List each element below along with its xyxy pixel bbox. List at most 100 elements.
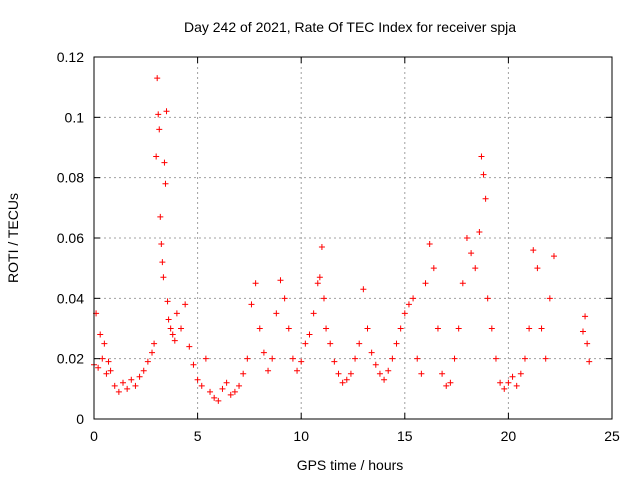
data-point (586, 358, 593, 365)
data-point (505, 379, 512, 386)
data-point (186, 343, 193, 350)
data-point (153, 153, 160, 160)
data-point (443, 382, 450, 389)
y-tick-label: 0.06 (57, 230, 84, 246)
data-point (488, 325, 495, 332)
gridlines (94, 57, 612, 419)
data-point (389, 355, 396, 362)
data-point (219, 385, 226, 392)
data-point (248, 301, 255, 308)
data-point (482, 195, 489, 202)
data-point (509, 373, 516, 380)
data-point (277, 277, 284, 284)
data-point (343, 376, 350, 383)
data-point (323, 325, 330, 332)
data-point (501, 385, 508, 392)
data-point (360, 286, 367, 293)
data-point (103, 370, 110, 377)
y-tick-label: 0.04 (57, 290, 84, 306)
data-point (244, 355, 251, 362)
data-point (497, 379, 504, 386)
data-point (439, 370, 446, 377)
data-point (151, 340, 158, 347)
data-point (128, 376, 135, 383)
data-point (158, 241, 165, 248)
data-point (418, 370, 425, 377)
y-axis-label: ROTI / TECUs (5, 193, 21, 283)
data-point (327, 340, 334, 347)
data-point (459, 280, 466, 287)
data-point (95, 364, 102, 371)
data-point (335, 370, 342, 377)
data-point (318, 244, 325, 251)
data-point (476, 228, 483, 235)
data-point (111, 382, 118, 389)
data-point (236, 382, 243, 389)
data-point (163, 108, 170, 115)
data-point (385, 367, 392, 374)
data-point (207, 388, 214, 395)
data-point (223, 379, 230, 386)
data-point (171, 337, 178, 344)
data-point (289, 355, 296, 362)
data-point (347, 370, 354, 377)
data-point (167, 325, 174, 332)
data-point (550, 253, 557, 260)
data-point (149, 349, 156, 356)
data-point (265, 367, 272, 374)
data-point (294, 367, 301, 374)
data-point (202, 355, 209, 362)
data-point (480, 171, 487, 178)
data-point (169, 331, 176, 338)
data-point (281, 295, 288, 302)
y-tick-label: 0 (76, 411, 84, 427)
data-point (526, 325, 533, 332)
data-point (414, 355, 421, 362)
x-tick-label: 15 (397, 428, 413, 444)
data-point (159, 259, 166, 266)
data-point (115, 388, 122, 395)
data-point (468, 250, 475, 257)
data-point (227, 391, 234, 398)
data-point (430, 265, 437, 272)
y-tick-label: 0.02 (57, 351, 84, 367)
data-point (393, 340, 400, 347)
data-point (434, 325, 441, 332)
data-point (582, 313, 589, 320)
chart-title: Day 242 of 2021, Rate Of TEC Index for r… (184, 19, 516, 35)
data-point (132, 382, 139, 389)
data-point (120, 379, 127, 386)
y-tick-label: 0.08 (57, 170, 84, 186)
data-point (530, 247, 537, 254)
data-point (190, 361, 197, 368)
data-point (364, 325, 371, 332)
data-point (165, 316, 172, 323)
data-point (372, 361, 379, 368)
data-point (155, 111, 162, 118)
data-point (410, 295, 417, 302)
data-point (484, 295, 491, 302)
data-point (194, 376, 201, 383)
data-point (124, 385, 131, 392)
data-point (538, 325, 545, 332)
data-point (426, 241, 433, 248)
data-point (211, 394, 218, 401)
x-tick-label: 20 (501, 428, 517, 444)
data-point (240, 370, 247, 377)
data-point (542, 355, 549, 362)
x-tick-label: 0 (90, 428, 98, 444)
data-point (105, 358, 112, 365)
data-point (451, 355, 458, 362)
data-point (252, 280, 259, 287)
data-points (91, 75, 593, 404)
data-point (198, 382, 205, 389)
data-point (160, 274, 167, 281)
y-tick-label: 0.1 (65, 109, 85, 125)
data-point (401, 310, 408, 317)
data-point (472, 265, 479, 272)
data-point (331, 358, 338, 365)
data-point (422, 280, 429, 287)
data-point (178, 325, 185, 332)
data-point (99, 355, 106, 362)
